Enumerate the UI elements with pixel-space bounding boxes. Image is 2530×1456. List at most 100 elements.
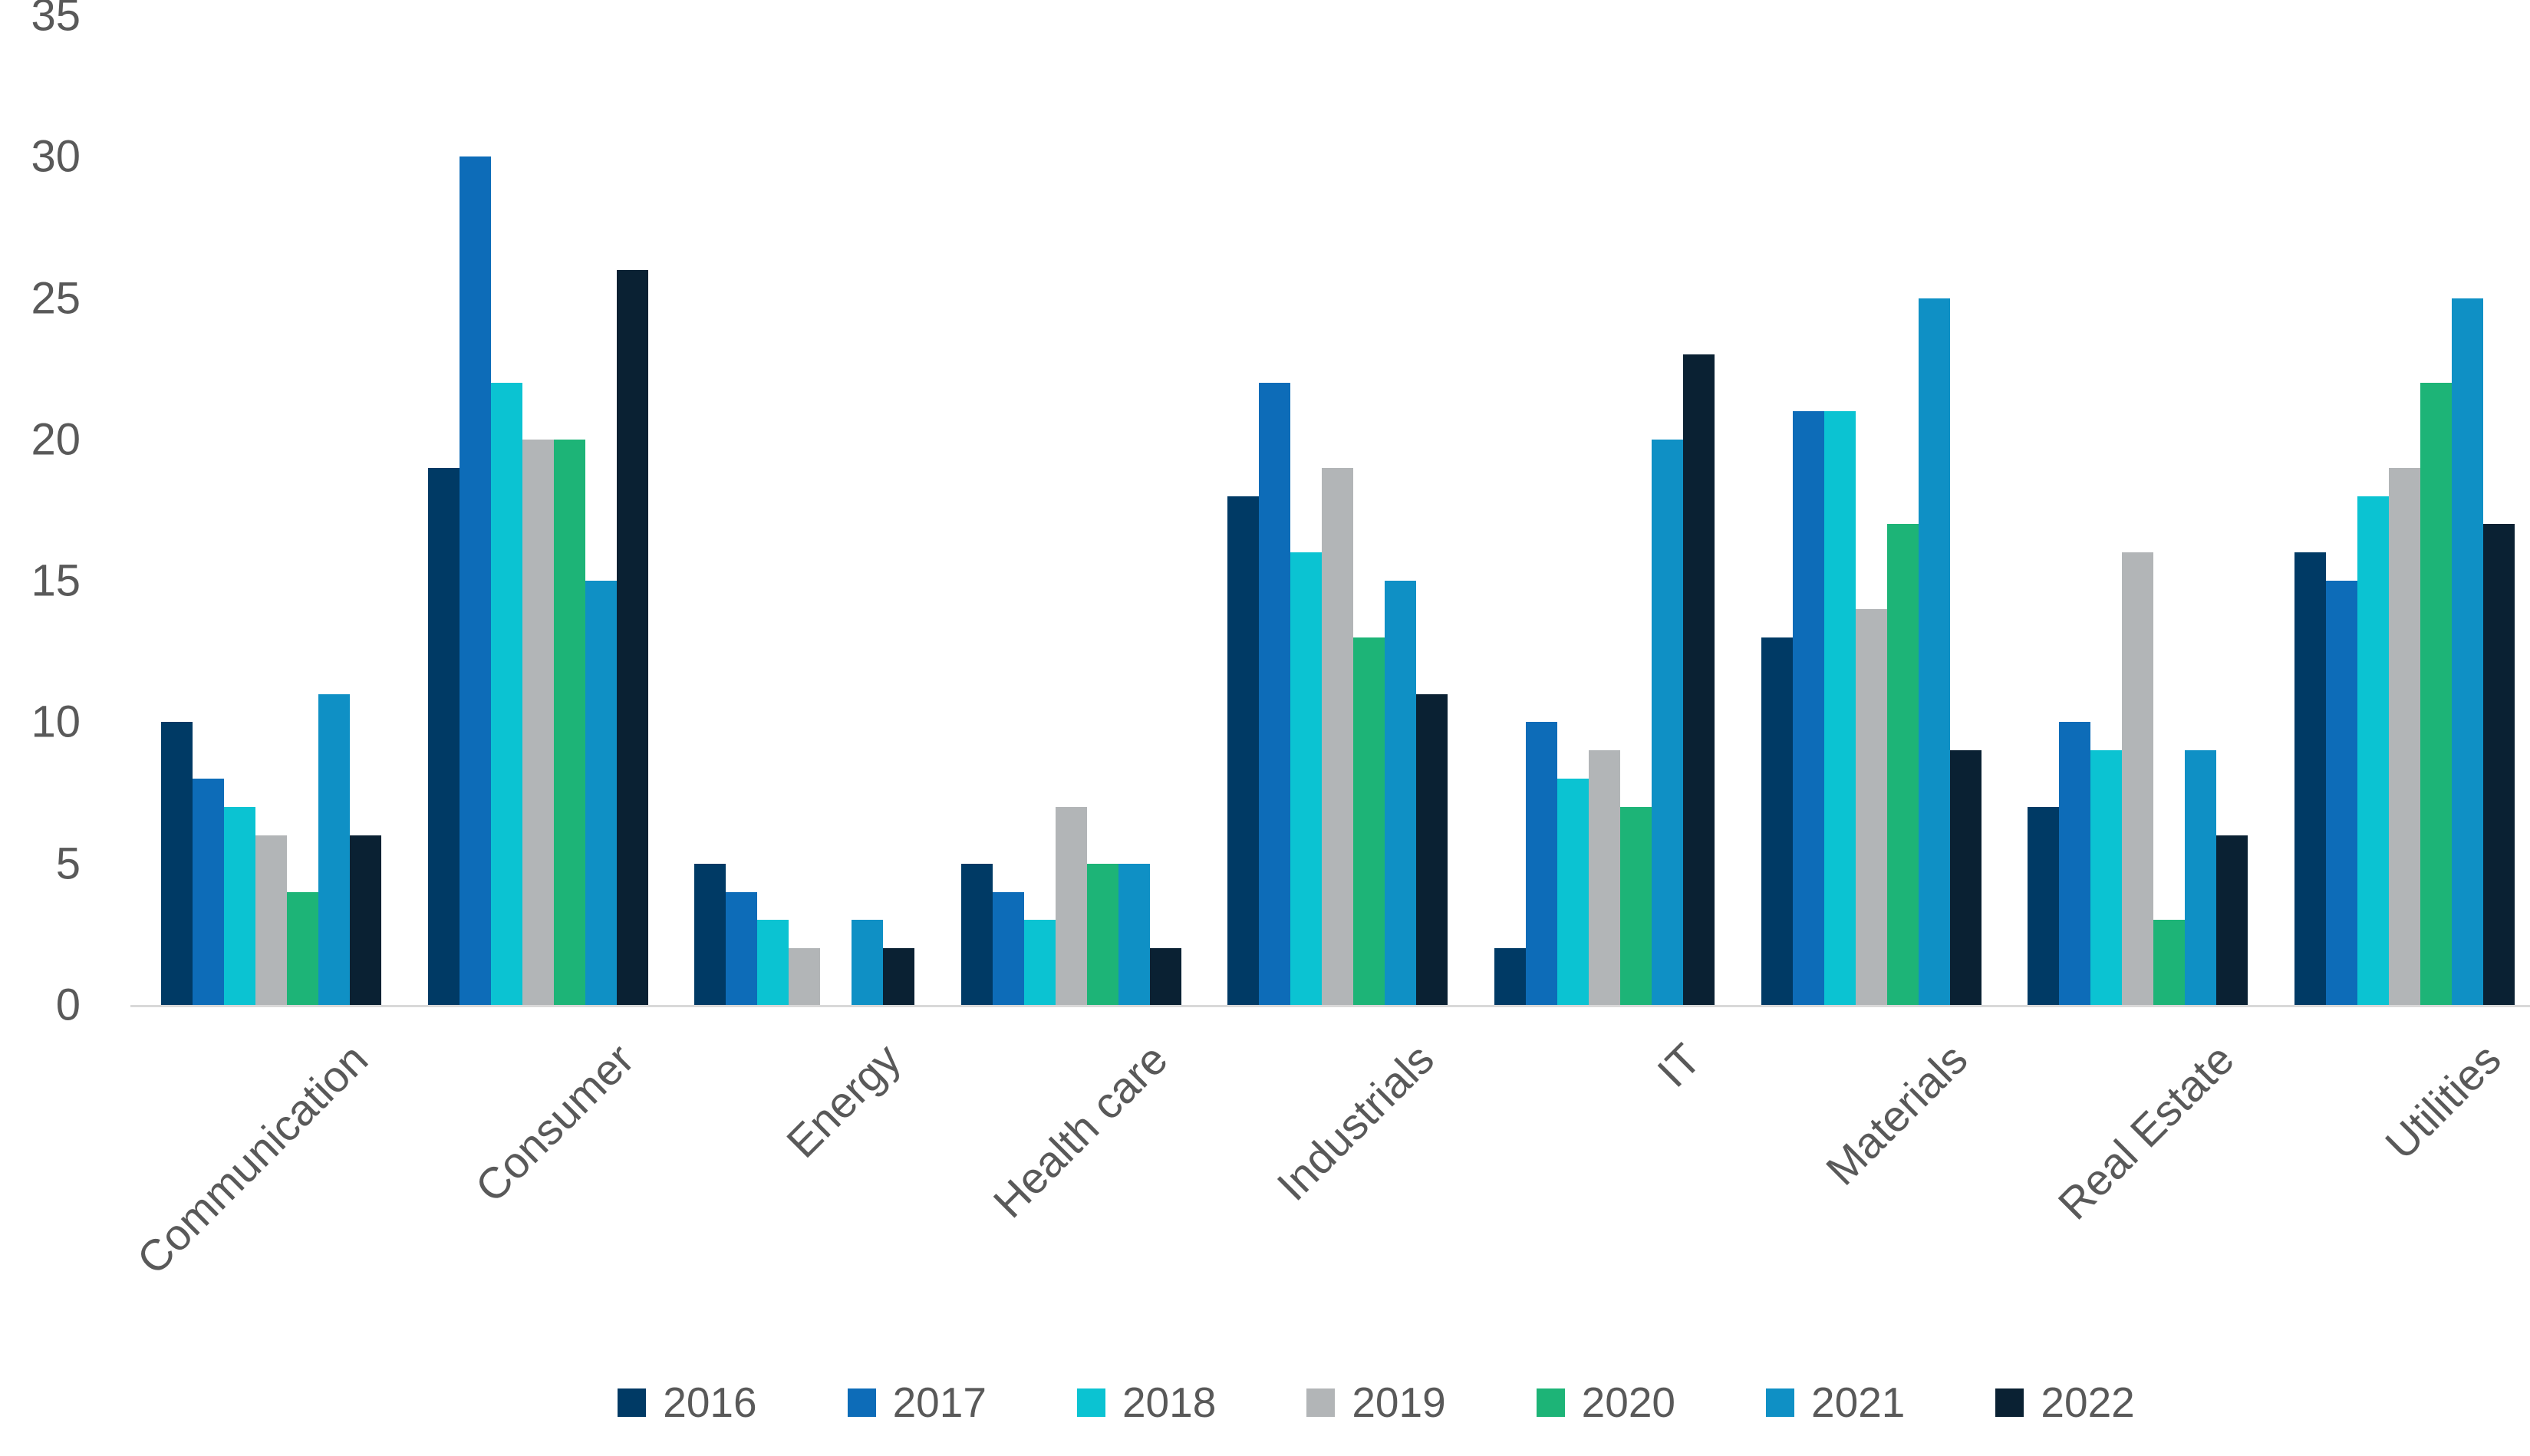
- bar: [1652, 439, 1683, 1005]
- bar: [1416, 693, 1448, 1005]
- bar-group: [2294, 15, 2515, 1005]
- legend-swatch-icon: [1306, 1388, 1336, 1417]
- bar: [1322, 467, 1354, 1005]
- bar: [2090, 750, 2123, 1005]
- y-axis-tick-label: 0: [55, 980, 81, 1030]
- bar: [1259, 383, 1291, 1005]
- bar: [161, 722, 193, 1005]
- bar: [2216, 835, 2248, 1005]
- bar: [1494, 948, 1526, 1005]
- bar: [1792, 411, 1824, 1005]
- bar: [318, 693, 350, 1005]
- bar: [2122, 552, 2154, 1005]
- bar: [1918, 298, 1950, 1005]
- y-axis-tick-label: 15: [31, 555, 81, 606]
- bar: [2185, 750, 2217, 1005]
- bar: [694, 863, 726, 1005]
- bar: [1353, 637, 1385, 1005]
- bar: [1385, 581, 1417, 1005]
- x-axis-line: [130, 1005, 2530, 1007]
- bar: [2357, 496, 2389, 1005]
- bar: [287, 891, 318, 1005]
- bar: [255, 835, 287, 1005]
- bar: [490, 383, 522, 1005]
- bar: [427, 467, 460, 1005]
- legend-label: 2017: [892, 1379, 987, 1426]
- legend-label: 2019: [1352, 1379, 1446, 1426]
- bar: [2388, 467, 2420, 1005]
- bar: [1227, 496, 1260, 1005]
- bar: [852, 920, 884, 1005]
- bar: [789, 948, 821, 1005]
- y-axis-tick-label: 20: [31, 414, 81, 465]
- legend-item: 2016: [618, 1378, 757, 1427]
- legend-item: 2022: [1995, 1378, 2135, 1427]
- bar: [1886, 524, 1919, 1005]
- bar: [1949, 750, 1982, 1005]
- legend-label: 2018: [1122, 1379, 1217, 1426]
- bar-group: [427, 15, 648, 1005]
- bar: [1620, 807, 1652, 1005]
- bar: [2153, 920, 2186, 1005]
- y-axis-tick-label: 25: [31, 273, 81, 324]
- bar: [960, 863, 993, 1005]
- bar: [2059, 722, 2091, 1005]
- bar: [1589, 750, 1620, 1005]
- bar: [1557, 779, 1589, 1005]
- bar: [883, 948, 915, 1005]
- bar: [553, 439, 585, 1005]
- bar: [350, 835, 381, 1005]
- bar: [585, 581, 617, 1005]
- bar-group: [1227, 15, 1448, 1005]
- bar: [2294, 552, 2326, 1005]
- bar: [1023, 920, 1056, 1005]
- bar: [522, 439, 554, 1005]
- legend-swatch-icon: [1995, 1388, 2024, 1417]
- bar: [2482, 524, 2515, 1005]
- legend-item: 2017: [847, 1378, 987, 1427]
- legend-label: 2020: [1581, 1379, 1676, 1426]
- bar: [193, 779, 224, 1005]
- bar-group: [161, 15, 381, 1005]
- bar-group: [1494, 15, 1715, 1005]
- bar: [1086, 863, 1118, 1005]
- bar: [1118, 863, 1150, 1005]
- bar-group: [694, 15, 915, 1005]
- legend-item: 2018: [1076, 1378, 1217, 1427]
- bar: [224, 807, 255, 1005]
- legend-swatch-icon: [1536, 1388, 1565, 1417]
- legend-label: 2021: [1811, 1379, 1906, 1426]
- y-axis-tick-label: 10: [31, 697, 81, 747]
- bar: [726, 891, 758, 1005]
- legend: 2016 2017 2018 2019 2020 2021 2022: [0, 1378, 2530, 1427]
- legend-swatch-icon: [1076, 1388, 1105, 1417]
- bar: [1855, 609, 1887, 1005]
- bar: [2420, 383, 2452, 1005]
- legend-swatch-icon: [847, 1388, 876, 1417]
- bar: [757, 920, 789, 1005]
- bar-group: [2028, 15, 2248, 1005]
- bar: [1290, 552, 1323, 1005]
- bar: [459, 156, 491, 1005]
- bar: [2451, 298, 2483, 1005]
- bar-group: [1761, 15, 1982, 1005]
- bar: [616, 269, 648, 1005]
- y-axis-tick-label: 30: [31, 131, 81, 182]
- bar: [1683, 354, 1715, 1005]
- y-axis-tick-label: 5: [55, 838, 81, 889]
- bar: [1526, 722, 1557, 1005]
- legend-item: 2019: [1306, 1378, 1446, 1427]
- bar: [1761, 637, 1793, 1005]
- legend-swatch-icon: [618, 1388, 647, 1417]
- bar-group: [960, 15, 1181, 1005]
- legend-label: 2016: [663, 1379, 757, 1426]
- bar: [1149, 948, 1181, 1005]
- y-axis-tick-label: 35: [31, 0, 81, 41]
- legend-item: 2021: [1766, 1378, 1905, 1427]
- legend-swatch-icon: [1766, 1388, 1795, 1417]
- bar: [2028, 807, 2060, 1005]
- legend-label: 2022: [2041, 1379, 2135, 1426]
- legend-item: 2020: [1536, 1378, 1676, 1427]
